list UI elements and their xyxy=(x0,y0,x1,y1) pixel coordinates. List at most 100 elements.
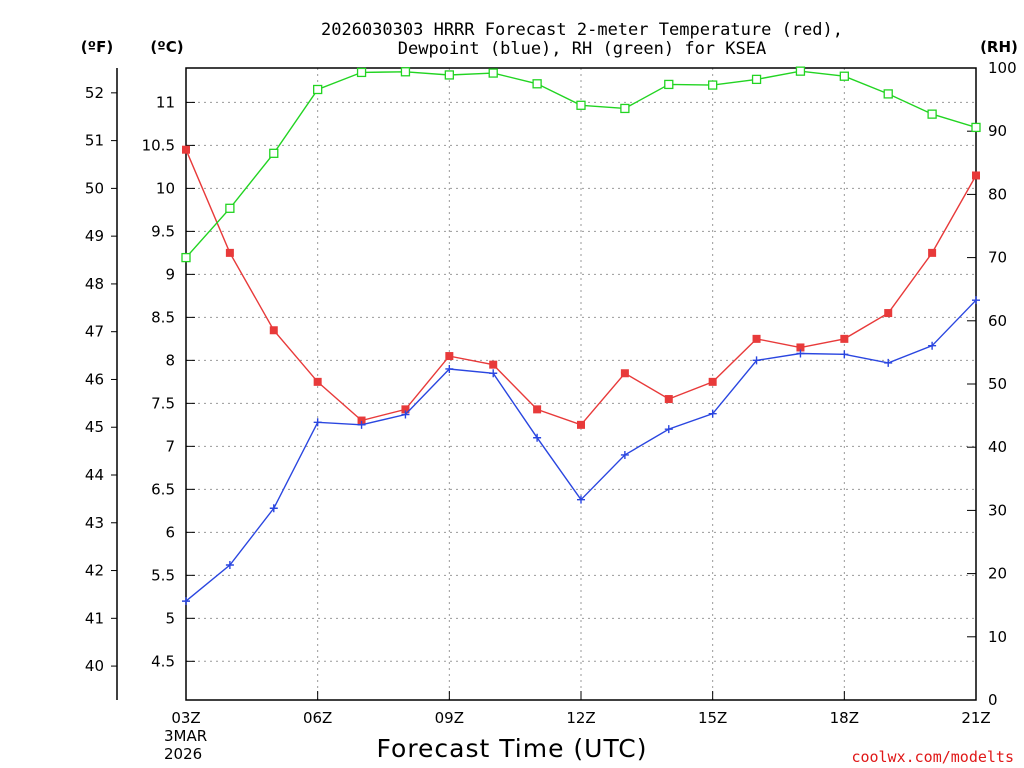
chart-title-line1: 2026030303 HRRR Forecast 2-meter Tempera… xyxy=(321,20,843,40)
rh-point xyxy=(620,103,630,114)
temperature-point xyxy=(708,377,717,386)
temperature-point xyxy=(401,405,410,414)
temperature-point xyxy=(752,334,761,343)
temperature-point xyxy=(533,405,542,414)
rh-tick-label: 70 xyxy=(988,249,1007,267)
rh-point xyxy=(664,79,674,90)
dewpoint-point xyxy=(445,364,454,373)
rh-point xyxy=(356,67,367,78)
dewpoint-point xyxy=(182,597,190,606)
x-axis-title: Forecast Time (UTC) xyxy=(377,734,648,763)
rh-point xyxy=(576,100,586,110)
dewpoint-point xyxy=(752,356,761,365)
dewpoint-point xyxy=(928,341,937,350)
fahrenheit-tick-label: 47 xyxy=(85,323,104,341)
rh-tick-label: 30 xyxy=(988,501,1007,519)
fahrenheit-tick-label: 50 xyxy=(85,179,104,197)
temperature-point xyxy=(664,395,673,404)
temperature-point xyxy=(445,352,454,361)
x-tick-label: 06Z xyxy=(303,709,332,727)
credit-text: coolwx.com/modelts xyxy=(851,748,1014,766)
rh-point xyxy=(532,79,542,89)
temperature-point xyxy=(972,171,980,180)
rh-tick-label: 40 xyxy=(988,438,1007,456)
celsius-unit-label: (ºC) xyxy=(150,38,183,56)
rh-point xyxy=(181,252,191,263)
dewpoint-point xyxy=(357,420,366,429)
fahrenheit-tick-label: 51 xyxy=(85,132,104,150)
temperature-point xyxy=(313,377,322,386)
dewpoint-point xyxy=(313,418,322,427)
temperature-point xyxy=(928,248,937,257)
rh-point xyxy=(971,122,981,133)
fahrenheit-tick-label: 46 xyxy=(85,370,104,388)
rh-point xyxy=(751,74,762,85)
dewpoint-point xyxy=(708,409,717,418)
x-tick-label: 12Z xyxy=(566,709,595,727)
dewpoint-point xyxy=(577,495,585,504)
rh-tick-label: 20 xyxy=(988,565,1007,583)
rh-unit-label: (RH) xyxy=(980,38,1018,56)
dewpoint-point xyxy=(884,358,893,367)
celsius-tick-label: 5.5 xyxy=(151,566,175,584)
fahrenheit-tick-label: 49 xyxy=(85,227,104,245)
temperature-series xyxy=(182,145,980,429)
rh-tick-label: 90 xyxy=(988,122,1007,140)
rh-tick-label: 60 xyxy=(988,312,1007,330)
rh-point xyxy=(269,148,279,158)
dewpoint-point xyxy=(620,450,629,459)
rh-point xyxy=(795,66,806,76)
temperature-point xyxy=(269,326,278,335)
rh-point xyxy=(927,109,937,119)
fahrenheit-tick-label: 45 xyxy=(85,418,104,436)
celsius-tick-label: 6.5 xyxy=(151,480,175,498)
celsius-tick-label: 7 xyxy=(165,437,175,455)
rh-point xyxy=(313,84,323,95)
rh-tick-label: 100 xyxy=(988,59,1017,77)
dewpoint-point xyxy=(269,504,278,513)
rh-point xyxy=(708,80,718,90)
series-layer xyxy=(181,66,981,606)
fahrenheit-tick-label: 40 xyxy=(85,657,104,675)
plot-frame xyxy=(185,67,977,701)
temperature-point xyxy=(840,334,849,343)
dewpoint-series xyxy=(182,296,980,606)
x-tick-label: 15Z xyxy=(698,709,727,727)
rh-point xyxy=(444,70,454,80)
fahrenheit-tick-label: 52 xyxy=(85,84,104,102)
fahrenheit-tick-label: 48 xyxy=(85,275,104,293)
x-tick-label: 18Z xyxy=(830,709,859,727)
date-label-year: 2026 xyxy=(164,745,202,763)
celsius-tick-label: 5 xyxy=(165,609,175,627)
celsius-tick-label: 10.5 xyxy=(142,136,175,154)
dewpoint-point xyxy=(796,349,805,358)
rh-point xyxy=(400,67,411,77)
rh-point xyxy=(225,203,235,213)
rh-point xyxy=(883,89,893,99)
fahrenheit-tick-label: 41 xyxy=(85,609,104,627)
celsius-tick-label: 11 xyxy=(156,93,175,111)
temperature-point xyxy=(796,343,805,352)
temperature-point xyxy=(357,416,366,425)
celsius-tick-label: 10 xyxy=(156,179,175,197)
celsius-tick-label: 9.5 xyxy=(151,222,175,240)
temperature-point xyxy=(182,145,190,154)
temperature-point xyxy=(489,360,498,369)
chart-title-line2: Dewpoint (blue), RH (green) for KSEA xyxy=(398,39,766,59)
celsius-tick-label: 6 xyxy=(165,523,175,541)
dewpoint-point xyxy=(225,561,234,570)
dewpoint-point xyxy=(972,296,980,305)
rh-series xyxy=(181,66,981,263)
dewpoint-point xyxy=(840,350,849,359)
x-tick-label: 03Z xyxy=(171,709,200,727)
temperature-point xyxy=(225,248,234,257)
rh-point xyxy=(488,68,498,78)
temperature-point xyxy=(620,369,629,378)
celsius-tick-label: 4.5 xyxy=(151,652,175,670)
dewpoint-point xyxy=(664,425,673,434)
fahrenheit-unit-label: (ºF) xyxy=(81,38,113,56)
rh-tick-label: 10 xyxy=(988,628,1007,646)
fahrenheit-tick-label: 43 xyxy=(85,514,104,532)
celsius-tick-label: 7.5 xyxy=(151,394,175,412)
axes: 4.5 5 5.5 6 6.5 7 7.5 8 8.5 9 9.5 10 10.5 11 40 41 42 43 4… xyxy=(85,59,1017,727)
